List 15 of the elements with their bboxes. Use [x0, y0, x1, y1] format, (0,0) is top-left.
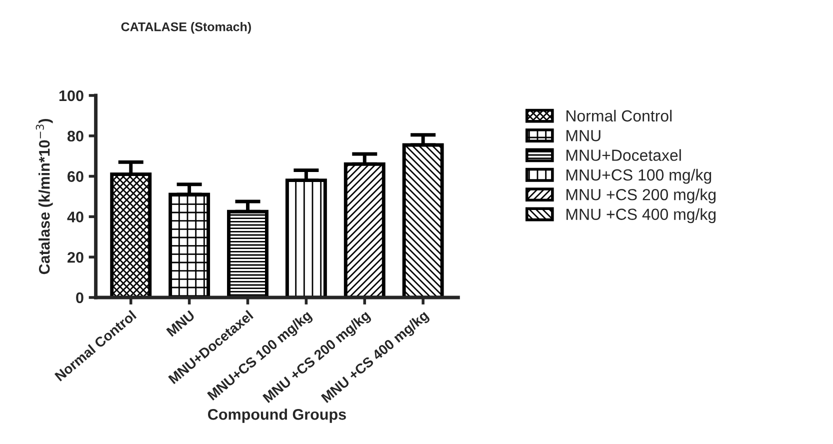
- y-tick-label: 60: [68, 171, 84, 182]
- legend-label: MNU+CS 100 mg/kg: [566, 168, 712, 184]
- y-tick-label: 20: [68, 252, 84, 263]
- x-axis-title: Compound Groups: [208, 408, 346, 423]
- legend-label: MNU +CS 200 mg/kg: [566, 188, 716, 204]
- legend-label: MNU+Docetaxel: [566, 149, 681, 161]
- chart-title: CATALASE (Stomach): [121, 22, 251, 34]
- y-tick-label: 0: [76, 292, 84, 304]
- y-tick-label: 80: [67, 130, 84, 142]
- legend-label: MNU: [566, 130, 600, 142]
- legend-label: Normal Control: [566, 110, 672, 122]
- legend-label: MNU +CS 400 mg/kg: [566, 208, 716, 224]
- y-tick-label: 40: [67, 212, 84, 222]
- y-tick-label: 100: [59, 90, 84, 102]
- y-axis-title: Catalase (k/min*10$^{−3}$): [36, 119, 53, 274]
